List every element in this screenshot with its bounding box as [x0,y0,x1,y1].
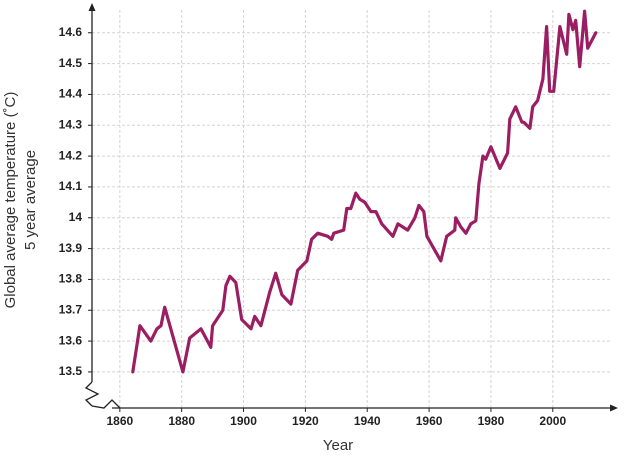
y-axis-label: 5 year average [22,150,39,250]
x-axis-label: Year [323,437,353,454]
y-tick-label: 14.3 [59,117,83,131]
grid [92,10,610,408]
x-tick-label: 1860 [106,414,133,428]
x-tick-label: 1960 [416,414,443,428]
y-tick-label: 14.6 [59,25,83,39]
y-tick-label: 14.1 [59,179,83,193]
x-tick-label: 1920 [292,414,319,428]
x-axis-arrow [610,404,618,412]
line [131,9,598,374]
x-tick-label: 2000 [539,414,566,428]
x-tick-label: 1880 [168,414,195,428]
y-tick-label: 14.5 [59,56,83,70]
x-tick-label: 1940 [354,414,381,428]
y-tick-label: 13.7 [59,302,83,316]
y-tick-label: 13.5 [59,364,83,378]
y-tick-label: 13.8 [59,272,83,286]
marks [131,9,598,374]
x-tick-label: 1900 [230,414,257,428]
y-tick-label: 13.9 [59,241,83,255]
y-axis-arrow [88,3,96,11]
y-tick-label: 14 [69,210,83,224]
axis-break [91,399,121,409]
x-tick-label: 1980 [478,414,505,428]
y-axis-label: Global average temperature (˚C) [2,92,19,309]
axis-break [84,381,100,407]
y-tick-label: 14.2 [59,148,83,162]
y-tick-label: 14.4 [59,87,83,101]
y-tick-label: 13.6 [59,333,83,347]
